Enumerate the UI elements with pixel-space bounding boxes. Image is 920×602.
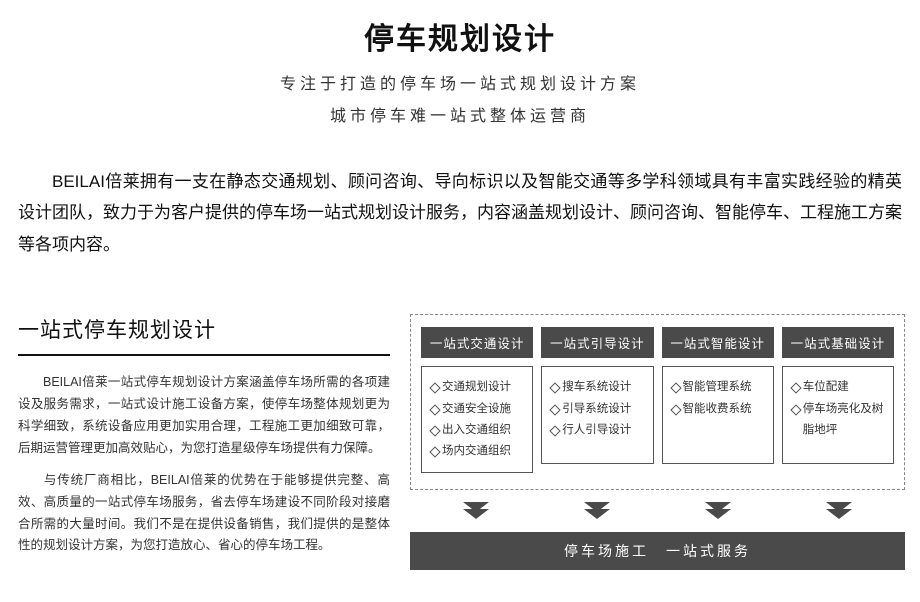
chevron-down-icon — [826, 502, 852, 520]
col-item: 搜车系统设计 — [550, 377, 646, 398]
header: 停车规划设计 专注于打造的停车场一站式规划设计方案 城市停车难一站式整体运营商 — [0, 0, 920, 136]
col-header-0: 一站式交通设计 — [421, 327, 533, 358]
col-header-2: 一站式智能设计 — [662, 327, 774, 358]
col-item: 交通安全设施 — [430, 399, 526, 420]
lower-section: 一站式停车规划设计 BEILAI倍莱一站式停车规划设计方案涵盖停车场所需的各项建… — [0, 260, 920, 570]
arrow-row — [410, 502, 905, 520]
subtitle-1: 专注于打造的停车场一站式规划设计方案 — [0, 70, 920, 94]
intro-paragraph: BEILAI倍莱拥有一支在静态交通规划、顾问咨询、导向标识以及智能交通等多学科领… — [0, 136, 920, 260]
col-item: 车位配建 — [791, 377, 887, 398]
arrow-slot — [541, 502, 654, 520]
diagram-col-3: 一站式基础设计 车位配建 停车场亮化及树脂地坪 — [782, 327, 894, 473]
col-item: 行人引导设计 — [550, 420, 646, 441]
col-item: 停车场亮化及树脂地坪 — [791, 399, 887, 442]
section-title: 一站式停车规划设计 — [18, 314, 390, 356]
diagram-col-1: 一站式引导设计 搜车系统设计 引导系统设计 行人引导设计 — [541, 327, 653, 473]
bottom-bar: 停车场施工 一站式服务 — [410, 532, 905, 570]
paragraph-1-text: BEILAI倍莱一站式停车规划设计方案涵盖停车场所需的各项建设及服务需求，一站式… — [18, 375, 390, 455]
arrow-slot — [662, 502, 775, 520]
diagram-col-2: 一站式智能设计 智能管理系统 智能收费系统 — [662, 327, 774, 473]
paragraph-1: BEILAI倍莱一站式停车规划设计方案涵盖停车场所需的各项建设及服务需求，一站式… — [18, 372, 390, 460]
diagram-box: 一站式交通设计 交通规划设计 交通安全设施 出入交通组织 场内交通组织 一站式引… — [410, 314, 905, 490]
diagram-col-0: 一站式交通设计 交通规划设计 交通安全设施 出入交通组织 场内交通组织 — [421, 327, 533, 473]
left-column: 一站式停车规划设计 BEILAI倍莱一站式停车规划设计方案涵盖停车场所需的各项建… — [18, 314, 390, 570]
paragraph-2: 与传统厂商相比，BEILAI倍莱的优势在于能够提供完整、高效、高质量的一站式停车… — [18, 470, 390, 558]
chevron-down-icon — [584, 502, 610, 520]
col-body-0: 交通规划设计 交通安全设施 出入交通组织 场内交通组织 — [421, 366, 533, 473]
page-title: 停车规划设计 — [0, 14, 920, 58]
intro-text: BEILAI倍莱拥有一支在静态交通规划、顾问咨询、导向标识以及智能交通等多学科领… — [18, 172, 902, 254]
arrow-slot — [782, 502, 895, 520]
col-body-2: 智能管理系统 智能收费系统 — [662, 366, 774, 464]
col-header-3: 一站式基础设计 — [782, 327, 894, 358]
col-item: 智能收费系统 — [671, 399, 767, 420]
subtitle-2: 城市停车难一站式整体运营商 — [0, 102, 920, 126]
col-item: 智能管理系统 — [671, 377, 767, 398]
col-item: 引导系统设计 — [550, 399, 646, 420]
paragraph-2-text: 与传统厂商相比，BEILAI倍莱的优势在于能够提供完整、高效、高质量的一站式停车… — [18, 473, 390, 553]
chevron-down-icon — [705, 502, 731, 520]
col-item: 交通规划设计 — [430, 377, 526, 398]
col-item: 出入交通组织 — [430, 420, 526, 441]
right-column: 一站式交通设计 交通规划设计 交通安全设施 出入交通组织 场内交通组织 一站式引… — [410, 314, 905, 570]
chevron-down-icon — [463, 502, 489, 520]
arrow-slot — [420, 502, 533, 520]
col-header-1: 一站式引导设计 — [541, 327, 653, 358]
col-body-3: 车位配建 停车场亮化及树脂地坪 — [782, 366, 894, 464]
col-body-1: 搜车系统设计 引导系统设计 行人引导设计 — [541, 366, 653, 464]
col-item: 场内交通组织 — [430, 441, 526, 462]
